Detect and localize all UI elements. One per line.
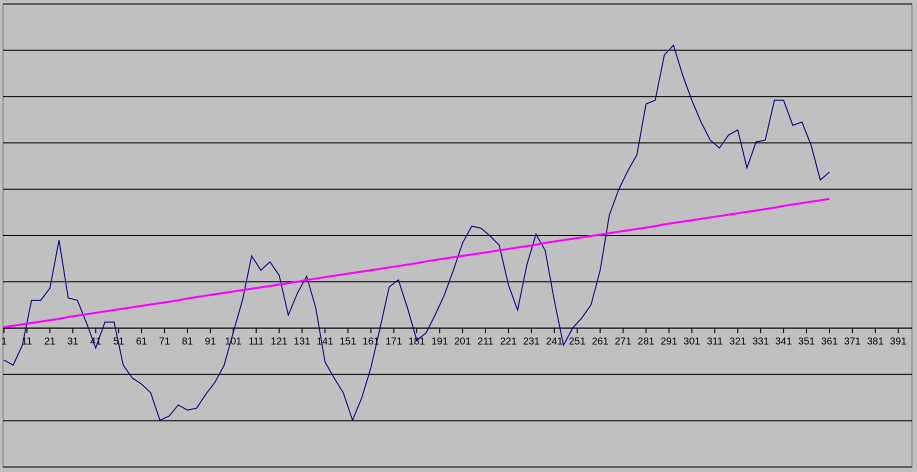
- x-tick-label: 311: [707, 337, 723, 348]
- x-tick-label: 121: [271, 337, 288, 348]
- x-tick-label: 391: [890, 337, 907, 348]
- x-tick-label: 211: [478, 337, 494, 348]
- x-tick-label: 361: [821, 337, 838, 348]
- x-tick-label: 201: [454, 337, 471, 348]
- x-tick-label: 341: [775, 337, 792, 348]
- x-tick-label: 321: [729, 337, 746, 348]
- x-tick-label: 301: [684, 337, 701, 348]
- x-tick-label: 291: [661, 337, 678, 348]
- x-tick-label: 41: [90, 337, 102, 348]
- x-tick-label: 101: [225, 337, 242, 348]
- x-tick-label: 1: [1, 337, 7, 348]
- x-tick-label: 131: [294, 337, 311, 348]
- x-tick-label: 281: [638, 337, 655, 348]
- x-tick-label: 371: [844, 337, 861, 348]
- x-tick-label: 381: [867, 337, 884, 348]
- x-tick-label: 111: [249, 337, 265, 348]
- x-tick-label: 231: [523, 337, 540, 348]
- x-tick-label: 151: [340, 337, 357, 348]
- x-tick-label: 191: [431, 337, 448, 348]
- series-line: [3, 44, 830, 422]
- x-tick-label: 271: [615, 337, 632, 348]
- x-tick-label: 331: [752, 337, 769, 348]
- series-line: [3, 197, 830, 329]
- x-tick-label: 11: [22, 337, 33, 348]
- x-tick-label: 261: [592, 337, 609, 348]
- x-tick-label: 221: [500, 337, 517, 348]
- x-tick-label: 31: [67, 337, 79, 348]
- x-tick-label: 251: [569, 337, 586, 348]
- x-tick-label: 161: [363, 337, 380, 348]
- x-tick-label: 241: [546, 337, 563, 348]
- x-tick-label: 61: [136, 337, 148, 348]
- x-tick-label: 81: [182, 337, 194, 348]
- x-tick-label: 91: [205, 337, 217, 348]
- x-tick-label: 71: [159, 337, 171, 348]
- x-tick-label: 351: [798, 337, 815, 348]
- x-tick-label: 141: [317, 337, 334, 348]
- x-tick-label: 171: [385, 337, 402, 348]
- x-tick-label: 21: [44, 337, 56, 348]
- x-tick-label: 181: [408, 337, 425, 348]
